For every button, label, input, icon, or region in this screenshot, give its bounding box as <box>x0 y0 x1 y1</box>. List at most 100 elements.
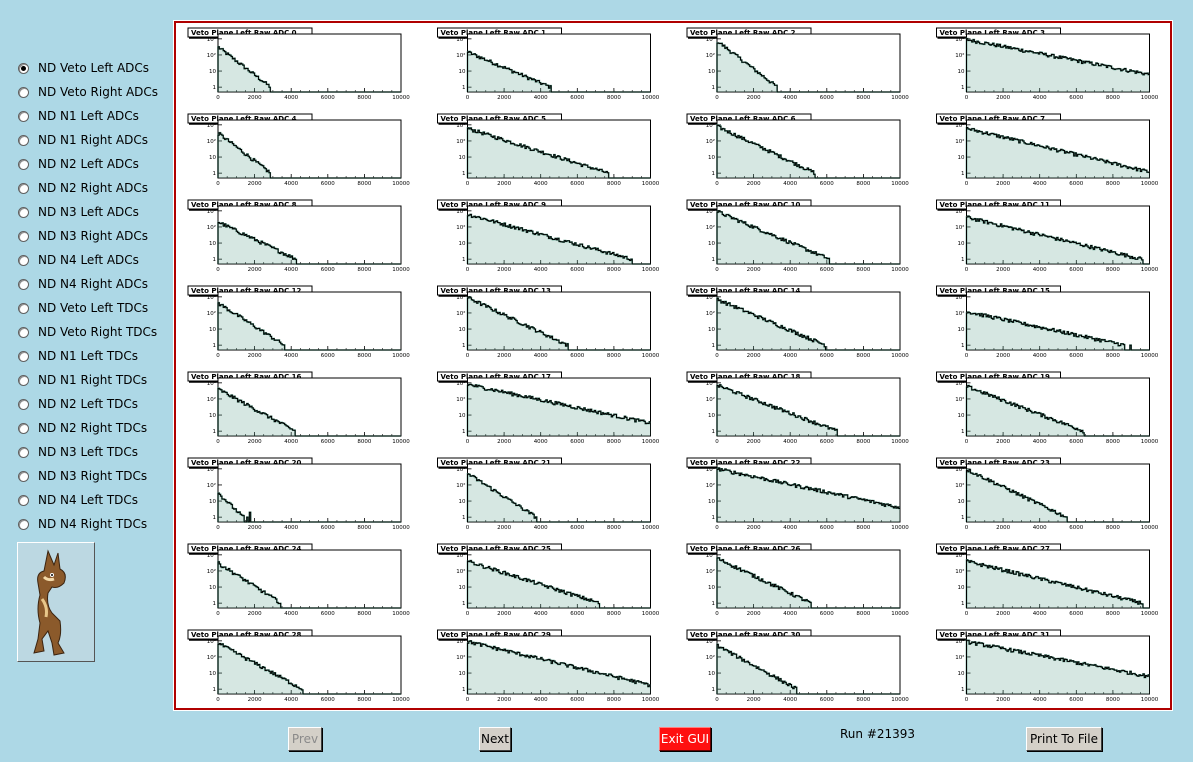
y-tick-label: 10 <box>958 585 965 591</box>
radio-option[interactable]: ND N1 Right TDCs <box>18 370 147 390</box>
radio-button[interactable] <box>18 398 29 410</box>
histogram-outline <box>966 559 1150 609</box>
histogram-outline <box>467 473 651 523</box>
radio-label: ND N1 Right ADCs <box>38 133 148 147</box>
x-tick-label: 6000 <box>570 697 584 703</box>
y-tick-label: 1 <box>213 601 217 607</box>
radio-option[interactable]: ND N3 Right TDCs <box>18 466 147 486</box>
y-tick-label: 10 <box>459 585 466 591</box>
radio-option[interactable]: ND Veto Left ADCs <box>18 58 149 78</box>
y-tick-label: 1 <box>213 85 217 91</box>
radio-button[interactable] <box>18 182 29 194</box>
x-tick-label: 2000 <box>747 181 761 187</box>
histogram-frame <box>467 119 651 179</box>
radio-button[interactable] <box>18 374 29 386</box>
prev-button[interactable]: Prev <box>288 727 322 751</box>
radio-option[interactable]: ND N3 Right ADCs <box>18 226 148 246</box>
radio-button[interactable] <box>18 86 29 98</box>
radio-button[interactable] <box>18 62 29 74</box>
histogram-panel: Veto Plane Left Raw ADC 3 1 10 10² 10³ 0 2000 4… <box>936 27 1159 101</box>
radio-option[interactable]: ND N3 Left TDCs <box>18 442 138 462</box>
exit-gui-button[interactable]: Exit GUI <box>659 727 711 751</box>
x-tick-label: 0 <box>466 353 470 359</box>
radio-button[interactable] <box>18 158 29 170</box>
x-tick-label: 4000 <box>1033 181 1047 187</box>
y-tick-label: 1 <box>712 601 716 607</box>
histogram-outline <box>467 383 651 436</box>
histogram-frame <box>217 119 402 179</box>
y-tick-label: 10² <box>207 654 216 661</box>
radio-option[interactable]: ND N3 Left ADCs <box>18 202 139 222</box>
x-tick-label: 6000 <box>321 611 335 617</box>
y-tick-label: 10 <box>209 499 216 505</box>
radio-button[interactable] <box>18 350 29 362</box>
y-tick-label: 10 <box>459 241 466 247</box>
x-tick-label: 2000 <box>497 439 511 445</box>
radio-button[interactable] <box>18 446 29 458</box>
print-to-file-button[interactable]: Print To File <box>1026 727 1102 751</box>
radio-button[interactable] <box>18 278 29 290</box>
histogram-panel: Veto Plane Left Raw ADC 14 1 10 10² 10³ 0 2000… <box>686 285 909 359</box>
radio-button[interactable] <box>18 494 29 506</box>
histogram-frame <box>217 33 402 93</box>
radio-button[interactable] <box>18 518 29 530</box>
y-tick-label: 10³ <box>456 208 465 215</box>
radio-button[interactable] <box>18 206 29 218</box>
radio-button[interactable] <box>18 230 29 242</box>
histogram-fill <box>717 42 900 92</box>
x-tick-label: 10000 <box>642 181 660 187</box>
histogram-outline <box>467 296 651 351</box>
radio-option[interactable]: ND N4 Left TDCs <box>18 490 138 510</box>
x-tick-label: 4000 <box>534 95 548 101</box>
radio-option[interactable]: ND Veto Left TDCs <box>18 298 148 318</box>
radio-option[interactable]: ND N4 Right TDCs <box>18 514 147 534</box>
x-tick-label: 6000 <box>570 267 584 273</box>
radio-button[interactable] <box>18 110 29 122</box>
radio-button[interactable] <box>18 326 29 338</box>
x-tick-label: 0 <box>466 181 470 187</box>
x-tick-label: 4000 <box>534 611 548 617</box>
y-tick-label: 10³ <box>955 380 964 387</box>
radio-option[interactable]: ND N2 Left ADCs <box>18 154 139 174</box>
radio-option[interactable]: ND N1 Left TDCs <box>18 346 138 366</box>
x-tick-label: 10000 <box>642 95 660 101</box>
x-tick-label: 4000 <box>783 267 797 273</box>
radio-option[interactable]: ND N2 Right ADCs <box>18 178 148 198</box>
y-tick-label: 10² <box>456 310 465 317</box>
x-tick-label: 10000 <box>1141 267 1159 273</box>
radio-button[interactable] <box>18 302 29 314</box>
y-tick-label: 10 <box>459 671 466 677</box>
histogram-title: Veto Plane Left Raw ADC 0 <box>191 29 297 37</box>
x-tick-label: 2000 <box>996 95 1010 101</box>
histogram-canvas[interactable]: Veto Plane Left Raw ADC 0 1 10 10² 10³ 0 2000 4… <box>174 21 1172 710</box>
histogram-fill <box>218 561 401 608</box>
radio-option[interactable]: ND N2 Left TDCs <box>18 394 138 414</box>
radio-option[interactable]: ND Veto Right TDCs <box>18 322 157 342</box>
x-tick-label: 4000 <box>284 611 298 617</box>
radio-option[interactable]: ND Veto Right ADCs <box>18 82 158 102</box>
x-tick-label: 0 <box>466 439 470 445</box>
x-tick-label: 0 <box>715 439 719 445</box>
radio-button[interactable] <box>18 254 29 266</box>
radio-option[interactable]: ND N1 Left ADCs <box>18 106 139 126</box>
radio-option[interactable]: ND N4 Left ADCs <box>18 250 139 270</box>
radio-button[interactable] <box>18 470 29 482</box>
histogram-fill <box>467 560 651 608</box>
histogram-frame <box>716 377 901 437</box>
y-tick-label: 10² <box>706 482 715 489</box>
x-tick-label: 8000 <box>1106 181 1120 187</box>
y-tick-label: 10² <box>706 52 715 59</box>
next-button[interactable]: Next <box>479 727 511 751</box>
x-tick-label: 2000 <box>497 267 511 273</box>
radio-option[interactable]: ND N4 Right ADCs <box>18 274 148 294</box>
histogram-fill <box>966 38 1150 92</box>
x-tick-label: 2000 <box>248 95 262 101</box>
y-tick-label: 10 <box>708 69 715 75</box>
histogram-fill <box>966 469 1150 522</box>
radio-option[interactable]: ND N1 Right ADCs <box>18 130 148 150</box>
radio-button[interactable] <box>18 134 29 146</box>
x-tick-label: 6000 <box>570 525 584 531</box>
x-tick-label: 0 <box>216 697 220 703</box>
radio-button[interactable] <box>18 422 29 434</box>
radio-option[interactable]: ND N2 Right TDCs <box>18 418 147 438</box>
